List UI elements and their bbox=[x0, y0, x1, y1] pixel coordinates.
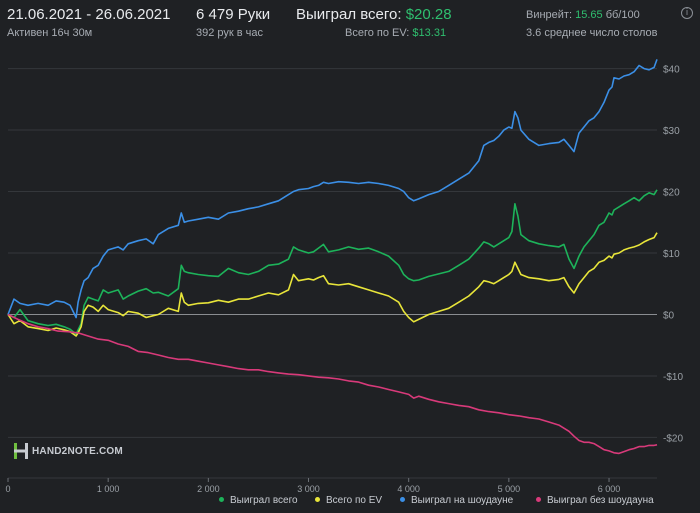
info-icon[interactable]: i bbox=[681, 7, 693, 19]
series-line-won-total bbox=[7, 189, 658, 335]
ev-total-value: $13.31 bbox=[412, 27, 447, 39]
ev-total-label: Всего по EV: bbox=[345, 27, 410, 39]
series-line-won-no-showdown bbox=[7, 313, 658, 455]
won-total-value: $20.28 bbox=[405, 6, 452, 23]
winrate-value: 15.65 bbox=[575, 9, 603, 21]
series-line-ev-total bbox=[7, 232, 658, 337]
x-tick-label: 2 000 bbox=[197, 484, 220, 492]
won-total-label: Выиграл всего: bbox=[296, 6, 402, 23]
winrate-label: Винрейт: bbox=[526, 9, 573, 21]
stats-header: 21.06.2021 - 26.06.2021 Активен 16ч 30м … bbox=[0, 0, 700, 44]
x-tick-label: 3 000 bbox=[297, 484, 320, 492]
legend-item-won-no-showdown[interactable]: Выиграл без шоудауна bbox=[536, 495, 654, 506]
x-tick-label: 6 000 bbox=[598, 484, 621, 492]
y-tick-label: $0 bbox=[663, 310, 675, 321]
chart-legend: Выиграл всего Всего по EV Выиграл на шоу… bbox=[0, 495, 700, 509]
legend-dot bbox=[315, 496, 320, 502]
chart-series bbox=[7, 59, 658, 455]
legend-dot bbox=[219, 496, 224, 502]
y-tick-label: $10 bbox=[663, 249, 680, 260]
ev-total-stat: Всего по EV: $13.31 bbox=[345, 27, 446, 39]
legend-dot bbox=[400, 496, 405, 502]
y-tick-label: $30 bbox=[663, 126, 680, 137]
winrate-unit: бб/100 bbox=[605, 9, 640, 21]
x-tick-label: 0 bbox=[5, 484, 10, 492]
legend-label: Выиграл на шоудауне bbox=[411, 495, 514, 506]
chart-grid bbox=[8, 68, 657, 479]
hand2note-logo: HAND2NOTE.COM bbox=[14, 443, 123, 461]
profit-chart: -$20 -$10 $0 $10 $20 $30 $40 0 1 000 2 000 3 000 4… bbox=[5, 59, 683, 492]
winrate-stat: Винрейт: 15.65 бб/100 bbox=[526, 9, 640, 21]
date-range: 21.06.2021 - 26.06.2021 bbox=[7, 6, 171, 23]
y-tick-label: $20 bbox=[663, 188, 680, 199]
hands-per-hour: 392 рук в час bbox=[196, 27, 264, 39]
x-tick-label: 1 000 bbox=[97, 484, 120, 492]
legend-item-won-showdown[interactable]: Выиграл на шоудауне bbox=[400, 495, 513, 506]
legend-label: Выиграл всего bbox=[230, 495, 298, 506]
x-axis-ticks: 0 1 000 2 000 3 000 4 000 5 000 6 000 bbox=[5, 478, 620, 492]
x-tick-label: 5 000 bbox=[498, 484, 521, 492]
hands-count: 6 479 Руки bbox=[196, 6, 271, 23]
y-tick-label: -$20 bbox=[663, 433, 683, 444]
logo-text: HAND2NOTE.COM bbox=[32, 445, 123, 457]
y-axis-ticks: -$20 -$10 $0 $10 $20 $30 $40 bbox=[663, 65, 683, 445]
legend-item-won-total[interactable]: Выиграл всего bbox=[219, 495, 298, 506]
y-tick-label: $40 bbox=[663, 65, 680, 76]
won-total-stat: Выиграл всего: $20.28 bbox=[296, 6, 452, 23]
active-time: Активен 16ч 30м bbox=[7, 27, 93, 39]
legend-dot bbox=[536, 496, 541, 502]
legend-label: Всего по EV bbox=[326, 495, 383, 506]
tables-average: 3.6 среднее число столов bbox=[526, 27, 658, 39]
series-line-won-showdown bbox=[7, 59, 658, 319]
x-tick-label: 4 000 bbox=[397, 484, 420, 492]
logo-h-icon bbox=[14, 443, 28, 459]
legend-label: Выиграл без шоудауна bbox=[547, 495, 654, 506]
y-tick-label: -$10 bbox=[663, 372, 683, 383]
legend-item-ev-total[interactable]: Всего по EV bbox=[315, 495, 382, 506]
